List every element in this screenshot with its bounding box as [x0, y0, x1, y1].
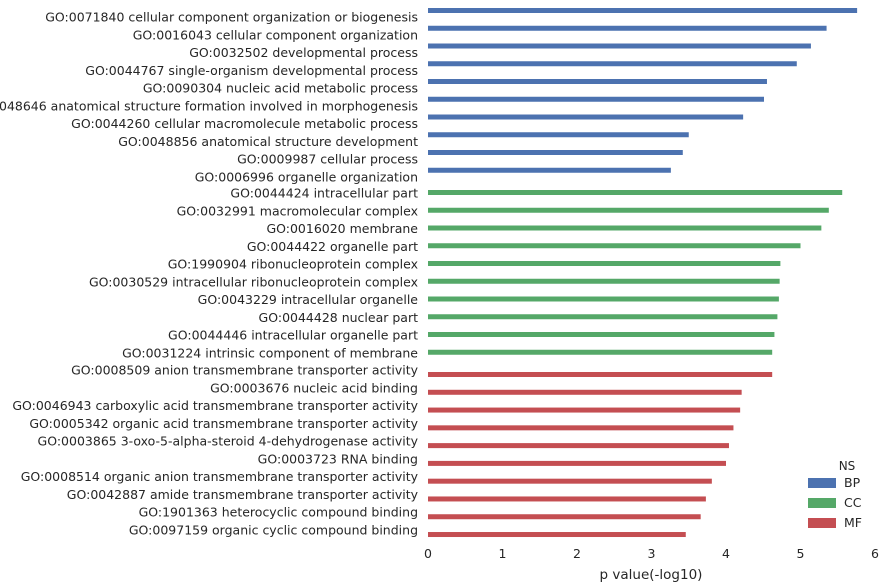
category-label: GO:0046943 carboxylic acid transmembrane… [12, 398, 418, 413]
bar-cc [428, 349, 773, 355]
category-label: GO:0006996 organelle organization [195, 169, 418, 184]
bar-bp [428, 114, 744, 120]
category-label: GO:0008514 organic anion transmembrane t… [21, 469, 419, 484]
bars-layer [428, 8, 858, 538]
category-label: GO:0071840 cellular component organizati… [45, 10, 418, 25]
category-label: GO:0031224 intrinsic component of membra… [122, 345, 418, 360]
bar-mf [428, 460, 726, 466]
category-label: GO:0009987 cellular process [237, 152, 418, 167]
category-label: GO:0003676 nucleic acid binding [210, 380, 418, 395]
bar-cc [428, 243, 801, 249]
bar-bp [428, 96, 764, 102]
bar-bp [428, 43, 811, 49]
x-tick-label: 6 [871, 546, 879, 561]
category-label: GO:0048856 anatomical structure developm… [118, 134, 418, 149]
bar-cc [428, 225, 822, 231]
category-label: GO:0032991 macromolecular complex [177, 203, 418, 218]
bar-mf [428, 514, 701, 520]
bar-cc [428, 190, 843, 195]
category-label: GO:0003723 RNA binding [258, 451, 418, 466]
bar-bp [428, 132, 689, 138]
category-label: GO:0032502 developmental process [189, 45, 418, 60]
category-label: GO:1901363 heterocyclic compound binding [139, 505, 418, 520]
legend: NS BP CC MF [808, 459, 862, 530]
category-label: GO:0097159 organic cyclic compound bindi… [129, 523, 418, 538]
legend-swatch-bp [808, 478, 836, 488]
category-labels-layer: GO:0071840 cellular component organizati… [0, 10, 419, 538]
category-label: GO:0044260 cellular macromolecule metabo… [71, 116, 418, 131]
x-tick-label: 1 [499, 546, 507, 561]
category-label: GO:0016020 membrane [266, 221, 418, 236]
legend-label-bp: BP [844, 475, 861, 490]
bar-cc [428, 296, 779, 302]
bar-cc [428, 207, 829, 213]
x-tick-label: 0 [424, 546, 432, 561]
category-label: GO:0043229 intracellular organelle [198, 292, 419, 307]
bar-mf [428, 407, 741, 413]
bar-mf [428, 443, 729, 449]
category-label: GO:0044767 single-organism developmental… [85, 63, 418, 78]
category-label: GO:0042887 amide transmembrane transport… [67, 487, 419, 502]
bar-bp [428, 79, 767, 84]
legend-swatch-cc [808, 498, 836, 508]
bar-cc [428, 261, 781, 266]
legend-swatch-mf [808, 518, 836, 528]
x-tick-label: 5 [797, 546, 805, 561]
bar-cc [428, 332, 775, 337]
bar-mf [428, 532, 686, 538]
bar-bp [428, 167, 671, 173]
x-tick-label: 2 [573, 546, 581, 561]
legend-label-mf: MF [844, 515, 862, 530]
legend-label-cc: CC [844, 495, 862, 510]
category-label: GO:0005342 organic acid transmembrane tr… [29, 416, 418, 431]
category-label: GO:0048646 anatomical structure formatio… [0, 98, 418, 113]
x-axis-ticks: 0 1 2 3 4 5 6 [424, 546, 879, 561]
category-label: GO:1990904 ribonucleoprotein complex [168, 257, 418, 272]
bar-bp [428, 8, 858, 13]
x-tick-label: 4 [722, 546, 730, 561]
category-label: GO:0003865 3-oxo-5-alpha-steroid 4-dehyd… [38, 434, 419, 449]
category-label: GO:0044428 nuclear part [259, 310, 419, 325]
bar-mf [428, 425, 734, 431]
category-label: GO:0044422 organelle part [247, 239, 418, 254]
category-label: GO:0044446 intracellular organelle part [168, 328, 418, 343]
category-label: GO:0030529 intracellular ribonucleoprote… [89, 274, 418, 289]
legend-title: NS [839, 459, 856, 473]
category-label: GO:0044424 intracellular part [230, 186, 418, 201]
bar-bp [428, 150, 683, 155]
category-label: GO:0008509 anion transmembrane transport… [71, 363, 418, 378]
bar-mf [428, 389, 742, 395]
x-axis-label: p value(-log10) [600, 567, 703, 583]
category-label: GO:0090304 nucleic acid metabolic proces… [143, 81, 418, 96]
bar-cc [428, 278, 780, 284]
x-tick-label: 3 [648, 546, 656, 561]
bar-mf [428, 478, 712, 484]
bar-bp [428, 25, 827, 31]
bar-bp [428, 61, 797, 67]
bar-mf [428, 372, 773, 377]
bar-mf [428, 496, 706, 502]
bar-cc [428, 314, 778, 320]
category-label: GO:0016043 cellular component organizati… [133, 27, 418, 42]
